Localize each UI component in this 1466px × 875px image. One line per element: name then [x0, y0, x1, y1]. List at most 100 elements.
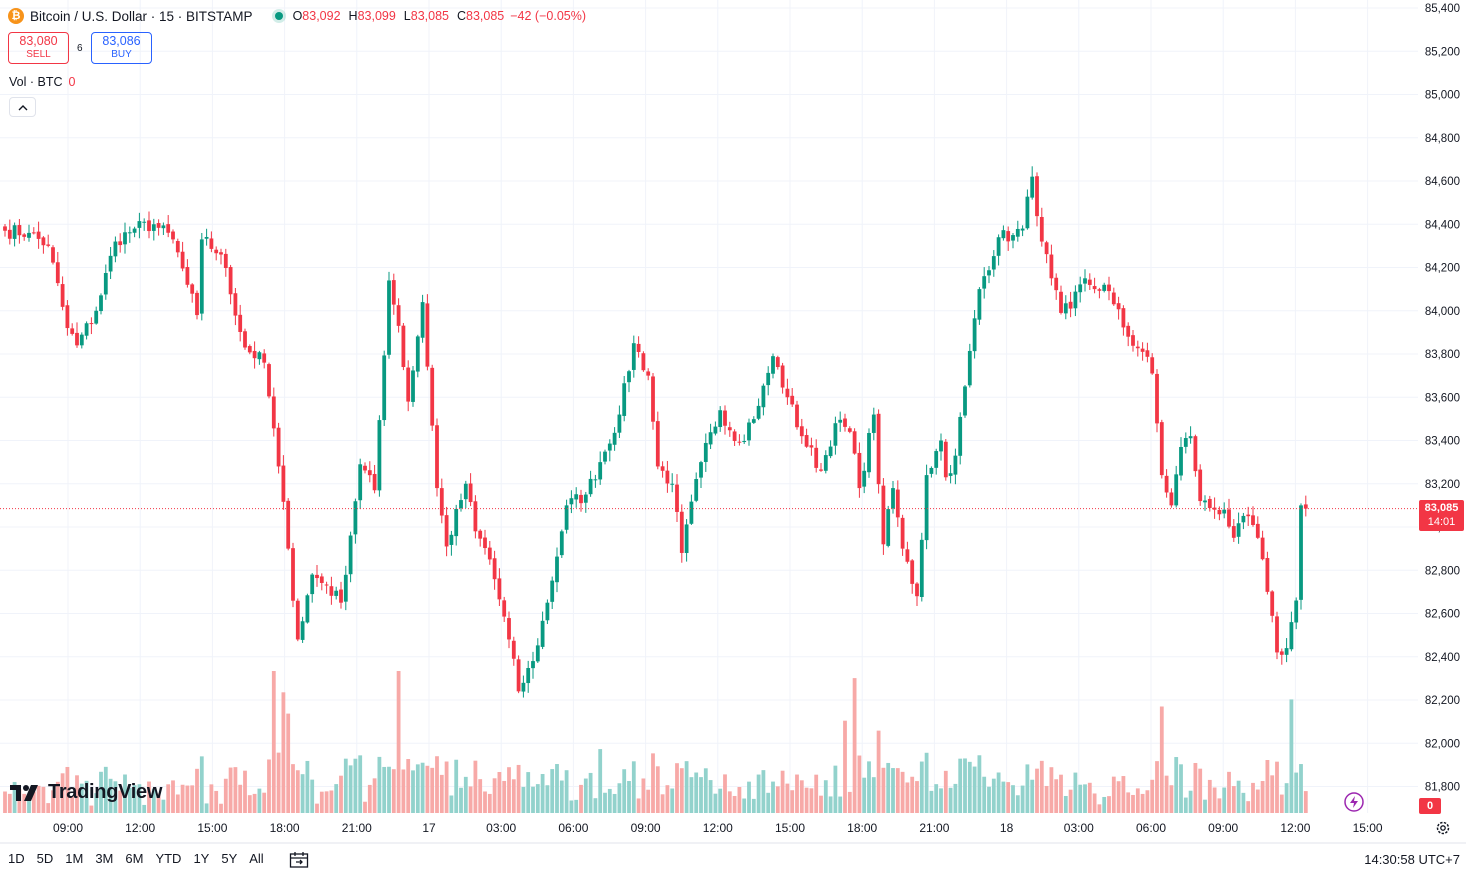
- volume-bar: [612, 793, 617, 813]
- candle-body: [75, 332, 79, 346]
- volume-bar: [1116, 781, 1121, 813]
- volume-bar: [809, 788, 814, 813]
- candle-body: [703, 442, 708, 462]
- volume-bar: [411, 770, 415, 813]
- candle-body: [886, 509, 891, 546]
- time-tick-label: 12:00: [125, 821, 155, 835]
- range-5y[interactable]: 5Y: [221, 851, 238, 866]
- volume-bar: [295, 770, 300, 813]
- candle-body: [607, 443, 612, 451]
- volume-bar: [483, 791, 487, 813]
- volume-bar: [521, 786, 526, 813]
- volume-bar: [12, 781, 17, 813]
- volume-bar: [204, 803, 209, 813]
- range-ytd[interactable]: YTD: [155, 851, 182, 866]
- time-tick-label: 06:00: [1136, 821, 1166, 835]
- volume-bar: [723, 774, 727, 813]
- candle-body: [809, 445, 814, 448]
- candle-body: [89, 323, 94, 325]
- volume-marker: 0: [1419, 798, 1441, 814]
- candle-body: [243, 331, 247, 348]
- volume-bar: [1063, 795, 1068, 813]
- candle-body: [353, 501, 358, 535]
- tradingview-logo[interactable]: TradingView: [10, 781, 162, 804]
- candle-body: [540, 620, 545, 647]
- volume-bar: [1083, 784, 1087, 813]
- candle-body: [799, 426, 804, 437]
- volume-bar: [924, 752, 929, 813]
- flash-icon[interactable]: [1343, 791, 1365, 813]
- volume-bar: [1270, 775, 1275, 813]
- volume-bar: [507, 767, 511, 813]
- candle-body: [1015, 228, 1020, 237]
- candle-body: [415, 336, 420, 372]
- sell-button[interactable]: 83,080 SELL: [8, 32, 69, 64]
- candle-body: [339, 589, 343, 603]
- candle-body: [435, 425, 439, 489]
- volume-bar: [473, 760, 478, 813]
- candle-body: [531, 661, 535, 669]
- volume-bar: [1049, 767, 1054, 813]
- range-selector: 1D 5D 1M 3M 6M YTD 1Y 5Y All: [8, 851, 276, 866]
- candle-body: [363, 465, 367, 471]
- candles: [3, 166, 1308, 698]
- candle-body: [1203, 500, 1207, 503]
- volume-bar: [1078, 784, 1083, 813]
- volume-bar: [276, 752, 281, 813]
- volume-bar: [843, 720, 847, 813]
- candle-body: [1294, 600, 1299, 623]
- range-1y[interactable]: 1Y: [193, 851, 210, 866]
- candle-body: [598, 462, 603, 480]
- range-1d[interactable]: 1D: [8, 851, 25, 866]
- range-1m[interactable]: 1M: [65, 851, 84, 866]
- candle-body: [1054, 277, 1059, 291]
- sell-label: SELL: [26, 49, 51, 60]
- candle-body: [1073, 291, 1078, 309]
- symbol-title[interactable]: Bitcoin / U.S. Dollar · 15 · BITSTAMP: [30, 8, 253, 24]
- volume-bar: [132, 785, 137, 813]
- candle-body: [473, 501, 478, 532]
- candle-body: [1044, 242, 1049, 255]
- candle-body: [631, 343, 636, 370]
- range-6m[interactable]: 6M: [125, 851, 144, 866]
- candle-body: [286, 500, 291, 549]
- volume-bar: [137, 784, 142, 813]
- volume-bar: [1236, 780, 1241, 813]
- candle-body: [790, 395, 795, 405]
- range-all[interactable]: All: [249, 851, 264, 866]
- candle-body: [1251, 515, 1255, 525]
- candle-body: [915, 583, 919, 597]
- gear-icon[interactable]: [1435, 820, 1451, 836]
- range-5d[interactable]: 5D: [36, 851, 54, 866]
- candle-body: [454, 508, 459, 537]
- candle-body: [1068, 301, 1073, 309]
- candle-body: [214, 249, 219, 254]
- candle-body: [867, 433, 871, 473]
- volume-bar: [75, 775, 79, 813]
- price-tick-label: 84,800: [1425, 133, 1460, 145]
- candle-body: [180, 251, 185, 269]
- candle-body: [636, 343, 641, 352]
- volume-bar: [785, 783, 790, 813]
- utc-clock[interactable]: 14:30:58 UTC+7: [1364, 852, 1460, 867]
- volume-bar: [468, 786, 473, 813]
- candle-body: [233, 293, 238, 316]
- price-tick-label: 82,800: [1425, 565, 1460, 577]
- volume-bar: [593, 798, 598, 813]
- buy-button[interactable]: 83,086 BUY: [91, 32, 152, 64]
- collapse-legend-button[interactable]: [9, 97, 36, 117]
- volume-bar: [334, 784, 339, 813]
- volume-bar: [804, 787, 809, 813]
- price-tick-label: 82,600: [1425, 609, 1460, 621]
- range-3m[interactable]: 3M: [95, 851, 114, 866]
- volume-bar: [915, 781, 919, 813]
- price-tick-label: 81,800: [1425, 782, 1460, 794]
- volume-bar: [982, 776, 987, 813]
- candle-body: [219, 252, 223, 255]
- volume-legend[interactable]: Vol · BTC 0: [9, 75, 75, 89]
- go-to-date-icon[interactable]: [289, 851, 309, 869]
- volume-bar: [516, 764, 521, 813]
- candle-body: [963, 386, 967, 416]
- volume-bar: [113, 781, 118, 813]
